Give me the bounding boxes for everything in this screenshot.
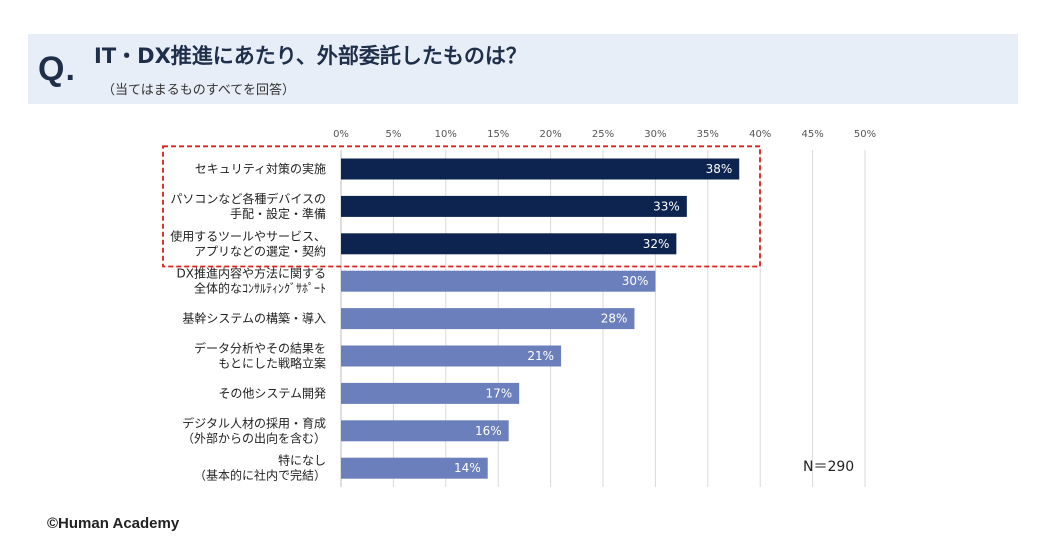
category-label: デジタル人材の採用・育成（外部からの出向を含む）	[182, 415, 326, 445]
bar	[341, 382, 520, 404]
bar	[341, 195, 687, 217]
copyright-text: ©Human Academy	[47, 515, 180, 532]
data-label: 17%	[485, 386, 512, 400]
question-subtitle: （当てはまるものすべてを回答）	[102, 83, 296, 98]
bar	[341, 420, 509, 442]
data-label: 32%	[643, 237, 670, 251]
bar	[341, 233, 677, 255]
category-label: 特になし（基本的に社内で完結）	[194, 453, 326, 483]
data-label: 38%	[706, 162, 733, 176]
question-title: IT・DX推進にあたり、外部委託したものは？	[94, 44, 527, 68]
category-label: パソコンなど各種デバイスの手配・設定・準備	[170, 191, 326, 221]
category-label-line: （基本的に社内で完結）	[194, 468, 326, 483]
sample-size-label: N＝290	[803, 459, 854, 475]
category-label-line: 使用するツールやサービス、	[170, 228, 326, 243]
data-label: 30%	[622, 274, 649, 288]
category-label-line: 全体的なｺﾝｻﾙﾃｨﾝｸﾞｻﾎﾟｰﾄ	[194, 281, 326, 296]
x-tick-label: 30%	[644, 129, 666, 140]
category-label-line: もとにした戦略立案	[218, 356, 326, 371]
x-tick-label: 0%	[333, 129, 349, 140]
highlight-box	[162, 145, 761, 268]
category-label-line: 手配・設定・準備	[230, 206, 326, 221]
x-tick-label: 40%	[749, 129, 771, 140]
x-tick-label: 50%	[854, 129, 876, 140]
category-label: その他システム開発	[218, 386, 326, 400]
bar	[341, 270, 656, 292]
category-label-line: 特になし	[278, 453, 326, 468]
category-label-line: 基幹システムの構築・導入	[182, 311, 326, 326]
bar	[341, 457, 488, 479]
x-tick-label: 45%	[801, 129, 823, 140]
category-label: DX推進内容や方法に関する全体的なｺﾝｻﾙﾃｨﾝｸﾞｻﾎﾟｰﾄ	[177, 266, 326, 296]
question-mark: Q.	[38, 50, 76, 88]
category-label-line: パソコンなど各種デバイスの	[170, 191, 326, 206]
question-banner	[28, 34, 1018, 104]
x-tick-label: 10%	[435, 129, 457, 140]
data-label: 33%	[653, 199, 680, 213]
x-tick-label: 25%	[592, 129, 614, 140]
category-label-line: デジタル人材の採用・育成	[182, 415, 326, 430]
bar	[341, 308, 635, 330]
category-label: データ分析やその結果をもとにした戦略立案	[194, 341, 326, 371]
category-label-line: （外部からの出向を含む）	[182, 430, 326, 445]
category-label-line: データ分析やその結果を	[194, 341, 326, 356]
category-label-line: セキュリティ対策の実施	[195, 161, 326, 176]
x-tick-label: 35%	[697, 129, 719, 140]
category-label-line: その他システム開発	[218, 386, 326, 400]
x-tick-label: 5%	[385, 129, 401, 140]
category-label: セキュリティ対策の実施	[195, 161, 326, 176]
category-label: 使用するツールやサービス、アプリなどの選定・契約	[170, 228, 326, 258]
data-label: 28%	[601, 312, 628, 326]
category-label-line: DX推進内容や方法に関する	[177, 266, 326, 281]
data-label: 21%	[527, 349, 554, 363]
x-tick-label: 20%	[539, 129, 561, 140]
x-tick-label: 15%	[487, 129, 509, 140]
data-label: 16%	[475, 424, 502, 438]
bar	[341, 345, 562, 367]
data-label: 14%	[454, 461, 481, 475]
bar	[341, 158, 740, 180]
category-label: 基幹システムの構築・導入	[182, 311, 326, 326]
category-label-line: アプリなどの選定・契約	[194, 243, 326, 258]
